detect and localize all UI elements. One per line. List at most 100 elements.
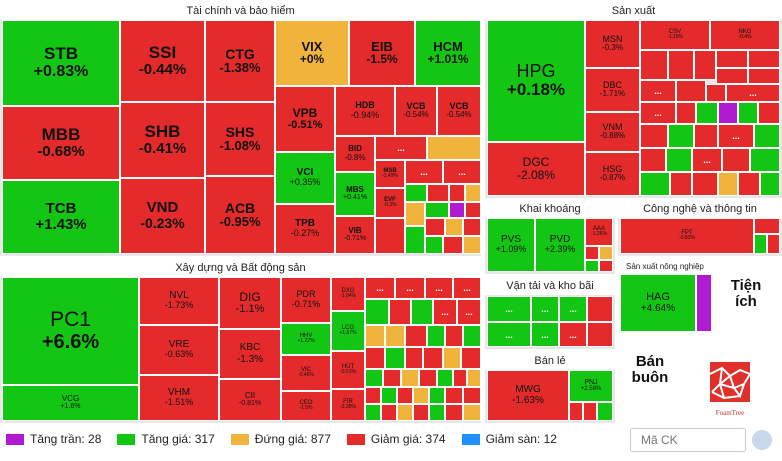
- stock-tile-vcb-b[interactable]: VCB -0.54%: [437, 86, 481, 136]
- stock-tile-hhv[interactable]: HHV +1.22%: [281, 323, 331, 355]
- stock-tile-vnm[interactable]: VNM -0.88%: [585, 112, 640, 152]
- sector-wholesale[interactable]: Bán buôn: [622, 348, 678, 392]
- stock-tile-small[interactable]: [758, 102, 780, 124]
- stock-tile-small[interactable]: [419, 369, 437, 387]
- stock-tile-mbb[interactable]: MBB -0.68%: [2, 106, 120, 180]
- stock-tile-small[interactable]: [599, 260, 613, 272]
- stock-tile-small[interactable]: [389, 299, 411, 325]
- stock-tile-small[interactable]: [569, 402, 583, 421]
- stock-tile-small[interactable]: [463, 236, 481, 254]
- stock-tile-small[interactable]: [365, 347, 385, 369]
- stock-tile-small[interactable]: [463, 218, 481, 236]
- stock-tile-mwg[interactable]: MWG -1.63%: [487, 370, 569, 421]
- stock-tile-small[interactable]: [449, 202, 465, 218]
- sector-utilities[interactable]: Tiện ích: [718, 272, 774, 316]
- stock-tile-small[interactable]: [465, 184, 481, 202]
- stock-tile-small[interactable]: ...: [457, 299, 481, 325]
- stock-tile-small[interactable]: [365, 369, 383, 387]
- stock-tile-small[interactable]: [445, 387, 463, 404]
- stock-tile-small[interactable]: ...: [375, 136, 427, 160]
- stock-tile-small[interactable]: ...: [640, 80, 676, 102]
- stock-tile-small[interactable]: [676, 80, 706, 102]
- stock-tile-small[interactable]: [738, 102, 758, 124]
- stock-tile-small[interactable]: ...: [559, 322, 587, 347]
- stock-tile-small[interactable]: [381, 387, 397, 404]
- stock-tile-small[interactable]: [397, 387, 413, 404]
- stock-tile-aaa[interactable]: AAA -1.26%: [585, 218, 613, 246]
- stock-tile-small[interactable]: ...: [405, 160, 443, 184]
- stock-tile-shs[interactable]: SHS -1.08%: [205, 102, 275, 176]
- stock-tile-hcm[interactable]: HCM +1.01%: [415, 20, 481, 86]
- stock-tile-bid[interactable]: BID -0.8%: [335, 136, 375, 172]
- stock-tile-vpb[interactable]: VPB -0.51%: [275, 86, 335, 152]
- stock-tile-vnd[interactable]: VND -0.23%: [120, 178, 205, 254]
- stock-tile-small[interactable]: [429, 404, 445, 421]
- stock-tile-small[interactable]: [437, 369, 453, 387]
- stock-tile-ssi[interactable]: SSI -0.44%: [120, 20, 205, 102]
- stock-tile-small[interactable]: ...: [487, 322, 531, 347]
- stock-tile-small[interactable]: [423, 347, 443, 369]
- stock-tile-fpt[interactable]: FPT -0.83%: [620, 218, 754, 254]
- stock-tile-pvs[interactable]: PVS +1.09%: [487, 218, 535, 272]
- stock-tile-vhm[interactable]: VHM -1.51%: [139, 375, 219, 421]
- stock-tile-vcb-a[interactable]: VCB -0.54%: [395, 86, 437, 136]
- stock-tile-msn[interactable]: MSN -0.3%: [585, 20, 640, 68]
- stock-tile-small[interactable]: [696, 274, 712, 332]
- stock-tile-small[interactable]: ...: [433, 299, 457, 325]
- stock-tile-small[interactable]: [696, 102, 718, 124]
- stock-tile-tcb[interactable]: TCB +1.43%: [2, 180, 120, 254]
- stock-tile-small[interactable]: [706, 84, 726, 102]
- stock-tile-small[interactable]: [599, 246, 613, 260]
- stock-tile-small[interactable]: [413, 404, 429, 421]
- stock-tile-hut[interactable]: HUT -0.51%: [331, 351, 365, 389]
- stock-tile-small[interactable]: [449, 184, 465, 202]
- stock-tile-small[interactable]: ...: [726, 84, 780, 102]
- brand-logo-icon[interactable]: [752, 430, 772, 450]
- stock-tile-csv[interactable]: CSV -1.15%: [640, 20, 710, 50]
- stock-tile-small[interactable]: [467, 369, 481, 387]
- stock-tile-stb[interactable]: STB +0.83%: [2, 20, 120, 106]
- stock-tile-small[interactable]: ...: [395, 277, 425, 299]
- stock-tile-small[interactable]: [640, 124, 668, 148]
- stock-tile-small[interactable]: [754, 218, 780, 234]
- stock-tile-small[interactable]: ...: [531, 296, 559, 322]
- stock-tile-hpg[interactable]: HPG +0.18%: [487, 20, 585, 142]
- stock-tile-small[interactable]: [375, 218, 405, 254]
- stock-tile-nvl[interactable]: NVL -1.73%: [139, 277, 219, 325]
- stock-tile-small[interactable]: [585, 246, 599, 260]
- stock-tile-dbc[interactable]: DBC -1.71%: [585, 68, 640, 112]
- stock-tile-small[interactable]: [722, 148, 750, 172]
- legend-item-floor[interactable]: Giảm sàn: 12: [461, 432, 557, 446]
- stock-tile-small[interactable]: [427, 136, 481, 160]
- stock-tile-small[interactable]: ...: [453, 277, 481, 299]
- stock-tile-ceo[interactable]: CEO -1.5%: [281, 391, 331, 421]
- stock-tile-shb[interactable]: SHB -0.41%: [120, 102, 205, 178]
- stock-tile-small[interactable]: [767, 234, 780, 254]
- stock-tile-small[interactable]: [465, 202, 481, 218]
- stock-tile-small[interactable]: [666, 148, 692, 172]
- stock-tile-dig[interactable]: DIG -1.1%: [219, 277, 281, 329]
- stock-tile-small[interactable]: [405, 347, 423, 369]
- stock-tile-tpb[interactable]: TPB -0.27%: [275, 204, 335, 254]
- stock-tile-pc1[interactable]: PC1 +6.6%: [2, 277, 139, 385]
- stock-tile-small[interactable]: [463, 387, 481, 404]
- stock-tile-small[interactable]: [443, 347, 461, 369]
- legend-item-ceiling[interactable]: Tăng trần: 28: [6, 432, 101, 446]
- stock-tile-ctg[interactable]: CTG -1.38%: [205, 20, 275, 102]
- stock-tile-small[interactable]: [365, 325, 385, 347]
- stock-tile-small[interactable]: [694, 124, 718, 148]
- stock-tile-small[interactable]: [365, 404, 381, 421]
- stock-tile-small[interactable]: [640, 50, 668, 80]
- stock-tile-small[interactable]: [365, 387, 381, 404]
- stock-tile-small[interactable]: [443, 236, 463, 254]
- stock-tile-small[interactable]: [445, 325, 463, 347]
- stock-tile-small[interactable]: [397, 404, 413, 421]
- stock-tile-small[interactable]: [760, 172, 780, 196]
- stock-tile-small[interactable]: [405, 226, 425, 254]
- stock-tile-small[interactable]: [718, 172, 738, 196]
- stock-tile-kbc[interactable]: KBC -1.3%: [219, 329, 281, 379]
- stock-tile-vcg[interactable]: VCG +1.6%: [2, 385, 139, 421]
- stock-tile-small[interactable]: [692, 172, 718, 196]
- stock-tile-small[interactable]: [754, 124, 780, 148]
- stock-tile-lcg[interactable]: LCG +1.67%: [331, 311, 365, 351]
